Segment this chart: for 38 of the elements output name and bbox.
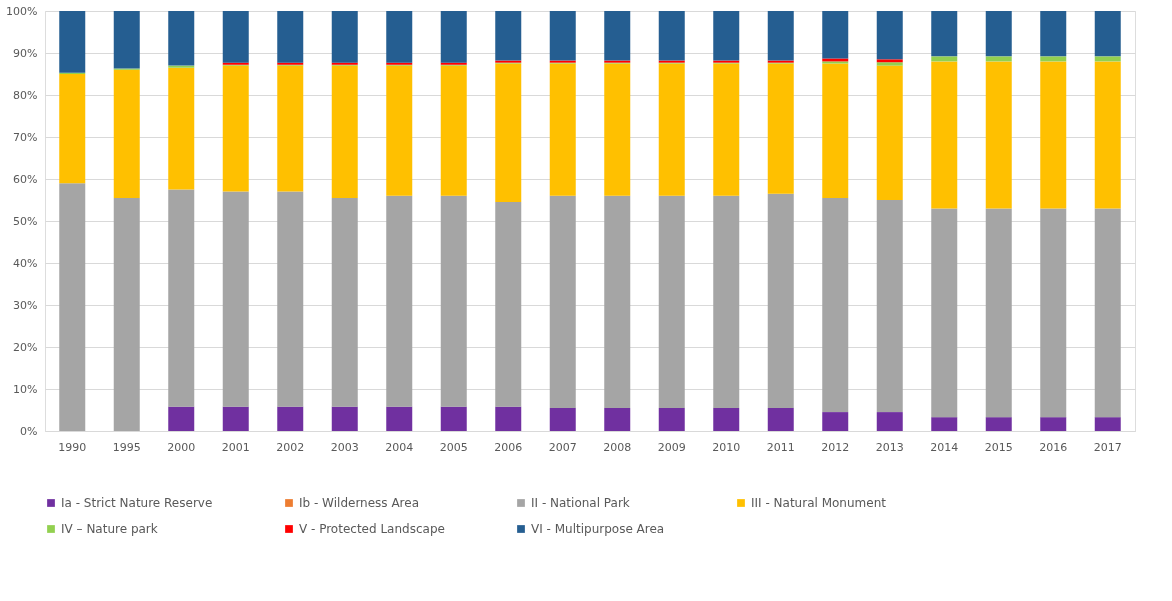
x-tick-label: 2011 <box>766 440 795 454</box>
x-tick-label: 2010 <box>712 440 741 454</box>
legend-label: Ia - Strict Nature Reserve <box>61 496 213 510</box>
y-tick-label: 70% <box>13 130 38 144</box>
x-tick-label: 1995 <box>112 440 141 454</box>
x-tick-label: 1990 <box>58 440 87 454</box>
legend-label: V - Protected Landscape <box>299 522 445 536</box>
x-tick-label: 2016 <box>1039 440 1068 454</box>
x-tick-label: 2006 <box>494 440 523 454</box>
y-tick-label: 100% <box>6 4 38 18</box>
legend-label: IV – Nature park <box>61 522 158 536</box>
legend-label: II - National Park <box>531 496 630 510</box>
y-tick-label: 50% <box>13 214 38 228</box>
x-tick-label: 2004 <box>385 440 414 454</box>
x-tick-label: 2002 <box>276 440 305 454</box>
y-tick-label: 30% <box>13 298 38 312</box>
legend-label: VI - Multipurpose Area <box>531 522 665 536</box>
x-tick-label: 2007 <box>548 440 577 454</box>
legend-label: Ib - Wilderness Area <box>299 496 420 510</box>
x-tick-label: 2014 <box>930 440 959 454</box>
y-tick-label: 10% <box>13 382 38 396</box>
x-tick-label: 2001 <box>221 440 250 454</box>
x-tick-label: 2013 <box>875 440 904 454</box>
x-tick-label: 2012 <box>821 440 850 454</box>
y-tick-label: 90% <box>13 46 38 60</box>
x-tick-label: 2000 <box>167 440 196 454</box>
x-tick-label: 2009 <box>657 440 686 454</box>
y-tick-label: 60% <box>13 172 38 186</box>
y-tick-label: 40% <box>13 256 38 270</box>
y-tick-label: 0% <box>20 424 38 438</box>
x-tick-label: 2008 <box>603 440 632 454</box>
legend-label: III - Natural Monument <box>751 496 887 510</box>
x-tick-label: 2017 <box>1093 440 1122 454</box>
y-tick-label: 20% <box>13 340 38 354</box>
x-tick-label: 2005 <box>439 440 468 454</box>
x-tick-label: 2003 <box>330 440 359 454</box>
y-tick-label: 80% <box>13 88 38 102</box>
x-tick-label: 2015 <box>984 440 1013 454</box>
